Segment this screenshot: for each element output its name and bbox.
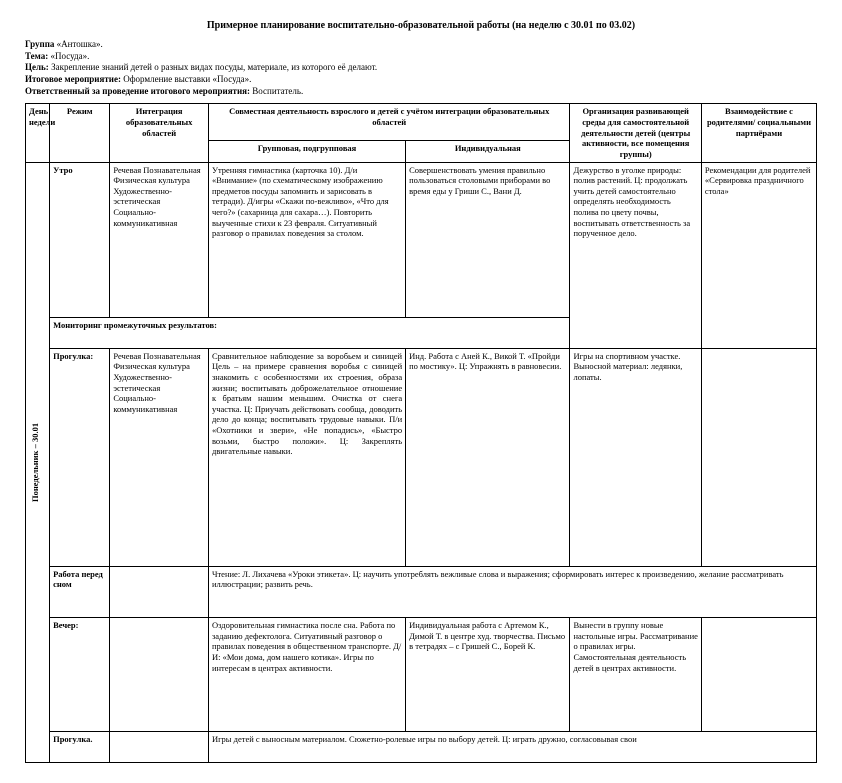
ind-evening: Индивидуальная работа с Артемом К., Димо… — [406, 618, 570, 732]
hdr-parents: Взаимодействие с родителями/ социальными… — [701, 104, 816, 162]
par-evening — [701, 618, 816, 732]
meta-event: Итоговое мероприятие: Оформление выставк… — [25, 74, 817, 86]
ind-walk1: Инд. Работа с Аней К., Викой Т. «Пройди … — [406, 348, 570, 566]
day-cell: Понедельник – 30.01 — [26, 162, 50, 762]
regime-morning: Утро — [50, 162, 110, 318]
env-walk1: Игры на спортивном участке. Выносной мат… — [570, 348, 701, 566]
content-walk2: Игры детей с выносным материалом. Сюжетн… — [208, 731, 816, 762]
grp-walk1: Сравнительное наблюдение за воробьем и с… — [208, 348, 405, 566]
hdr-group: Групповая, подгрупповая — [208, 140, 405, 162]
row-walk1: Прогулка: Речевая Познавательная Физичес… — [26, 348, 817, 566]
meta-goal: Цель: Закрепление знаний детей о разных … — [25, 62, 817, 74]
page-title: Примерное планирование воспитательно-обр… — [25, 20, 817, 31]
regime-walk2: Прогулка. — [50, 731, 110, 762]
regime-before: Работа перед сном — [50, 566, 110, 617]
row-walk2: Прогулка. Игры детей с выносным материал… — [26, 731, 817, 762]
row-before-lunch: Работа перед сном Чтение: Л. Лихачева «У… — [26, 566, 817, 617]
ind-morning: Совершенствовать умения правильно пользо… — [406, 162, 570, 318]
grp-evening: Оздоровительная гимнастика после сна. Ра… — [208, 618, 405, 732]
int-before — [110, 566, 209, 617]
hdr-integration: Интеграция образовательных областей — [110, 104, 209, 162]
plan-table: День недели Режим Интеграция образовател… — [25, 103, 817, 762]
env-evening: Вынести в группу новые настольные игры. … — [570, 618, 701, 732]
hdr-env: Организация развивающей среды для самост… — [570, 104, 701, 162]
int-evening — [110, 618, 209, 732]
meta-group: Группа «Антошка». — [25, 39, 817, 51]
row-evening: Вечер: Оздоровительная гимнастика после … — [26, 618, 817, 732]
meta-resp: Ответственный за проведение итогового ме… — [25, 86, 817, 98]
par-walk1 — [701, 348, 816, 566]
regime-evening: Вечер: — [50, 618, 110, 732]
par-morning: Рекомендации для родителей «Сервировка п… — [701, 162, 816, 348]
regime-walk1: Прогулка: — [50, 348, 110, 566]
int-walk1: Речевая Познавательная Физическая культу… — [110, 348, 209, 566]
env-morning: Дежурство в уголке природы: полив растен… — [570, 162, 701, 348]
int-walk2 — [110, 731, 209, 762]
row-morning: Понедельник – 30.01 Утро Речевая Познава… — [26, 162, 817, 318]
header-row-1: День недели Режим Интеграция образовател… — [26, 104, 817, 140]
hdr-regime: Режим — [50, 104, 110, 162]
hdr-joint: Совместная деятельность взрослого и дете… — [208, 104, 570, 140]
int-morning: Речевая Познавательная Физическая культу… — [110, 162, 209, 318]
hdr-individual: Индивидуальная — [406, 140, 570, 162]
meta-theme: Тема: «Посуда». — [25, 51, 817, 63]
hdr-day: День недели — [26, 104, 50, 162]
grp-morning: Утренняя гимнастика (карточка 10). Д/и «… — [208, 162, 405, 318]
monitoring-cell: Мониторинг промежуточных результатов: — [50, 318, 570, 349]
content-before: Чтение: Л. Лихачева «Уроки этикета». Ц: … — [208, 566, 816, 617]
